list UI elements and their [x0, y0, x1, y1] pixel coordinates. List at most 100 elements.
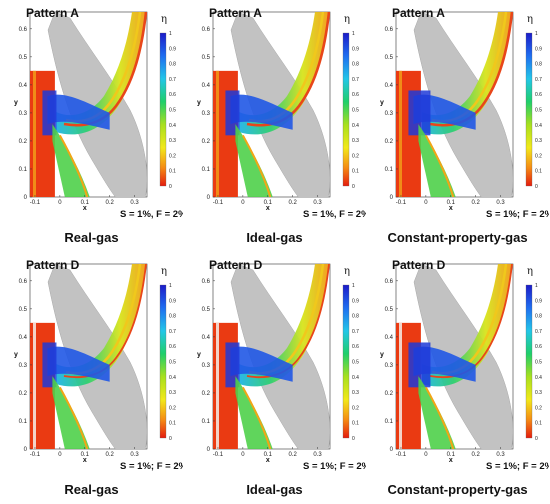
colorbar-tick: 0.8 — [169, 314, 176, 320]
colorbar-tick: 0.2 — [169, 153, 176, 159]
x-tick-label: 0 — [241, 452, 245, 458]
colorbar-tick: 0.7 — [352, 77, 359, 83]
plenum-stripe — [216, 70, 219, 197]
colorbar-label: η — [527, 14, 533, 25]
lower-film-edge — [58, 386, 89, 449]
colorbar-tick: 0.4 — [535, 375, 542, 381]
plenum-stripe — [216, 322, 219, 449]
colorbar-tick: 0.8 — [535, 62, 542, 68]
contour-panel: 0 0.1 0.2 0.3 0.4 0.5 0.6 -0.1 0 0.1 0.2 0.3 x y η 1 0.9… — [366, 252, 549, 504]
panel-caption: Constant-property-gas — [387, 482, 528, 497]
colorbar-tick: 0.4 — [169, 375, 176, 381]
colorbar-tick: 0.5 — [535, 108, 542, 114]
pattern-label: Pattern D — [209, 258, 263, 272]
x-tick-label: 0.3 — [130, 200, 139, 206]
x-tick-label: 0.2 — [288, 200, 297, 206]
parameter-label: S = 1%; F = 2% — [486, 209, 549, 220]
x-axis-label: x — [449, 457, 453, 464]
x-tick-label: 0.3 — [496, 452, 505, 458]
colorbar — [159, 32, 167, 187]
pattern-label: Pattern D — [26, 258, 80, 272]
colorbar-tick: 0.7 — [535, 77, 542, 83]
colorbar — [525, 32, 533, 187]
film-stripe — [246, 12, 330, 127]
parameter-label: S = 1%; F = 2% — [303, 461, 366, 472]
colorbar-tick: 0.6 — [352, 344, 359, 350]
colorbar-tick: 0.2 — [535, 153, 542, 159]
y-tick-label: 0.2 — [385, 391, 394, 397]
colorbar-tick: 0.2 — [535, 405, 542, 411]
contour-panel: 0 0.1 0.2 0.3 0.4 0.5 0.6 -0.1 0 0.1 0.2 0.3 x y η 1 0.9… — [366, 0, 549, 252]
colorbar-tick: 0.2 — [352, 405, 359, 411]
y-tick-label: 0.6 — [202, 279, 211, 285]
colorbar-tick: 0.5 — [352, 360, 359, 366]
colorbar-tick: 0.1 — [352, 421, 359, 427]
pattern-label: Pattern A — [392, 6, 445, 20]
y-tick-label: 0.5 — [19, 307, 28, 313]
pattern-label: Pattern A — [26, 6, 79, 20]
colorbar-tick: 0.8 — [535, 314, 542, 320]
cooling-core — [408, 90, 431, 136]
colorbar-label: η — [161, 14, 167, 25]
lower-film-edge — [58, 134, 89, 197]
parameter-label: S = 1%; F = 2% — [486, 461, 549, 472]
plenum-stripe — [33, 322, 36, 449]
colorbar-tick: 0.5 — [352, 108, 359, 114]
x-tick-label: 0 — [58, 452, 62, 458]
colorbar-tick: 0.4 — [169, 123, 176, 129]
colorbar-tick: 0.6 — [169, 344, 176, 350]
colorbar-label: η — [344, 266, 350, 277]
y-tick-label: 0.3 — [385, 111, 394, 117]
y-tick-label: 0.6 — [19, 27, 28, 33]
panel-caption: Constant-property-gas — [387, 230, 528, 245]
y-tick-label: 0.4 — [202, 335, 211, 341]
colorbar-tick: 0.1 — [352, 169, 359, 175]
x-tick-label: 0.2 — [105, 452, 114, 458]
y-tick-label: 0.1 — [385, 419, 394, 425]
y-tick-label: 0.4 — [202, 83, 211, 89]
colorbar-tick: 1 — [169, 31, 172, 37]
x-tick-label: 0.2 — [105, 200, 114, 206]
panel-caption: Ideal-gas — [246, 482, 303, 497]
y-tick-label: 0.6 — [19, 279, 28, 285]
x-tick-label: -0.1 — [213, 452, 224, 458]
colorbar-tick: 0.5 — [535, 360, 542, 366]
colorbar-tick: 0.9 — [352, 46, 359, 52]
y-tick-label: 0.5 — [19, 55, 28, 61]
colorbar-tick: 0.2 — [169, 405, 176, 411]
colorbar-tick: 0 — [535, 436, 538, 442]
contour-panel: 0 0.1 0.2 0.3 0.4 0.5 0.6 -0.1 0 0.1 0.2 0.3 x y η 1 0.9… — [183, 252, 366, 504]
cooling-jet — [230, 346, 293, 382]
y-tick-label: 0.4 — [19, 83, 28, 89]
colorbar — [159, 284, 167, 439]
y-tick-label: 0.6 — [202, 27, 211, 33]
x-axis-label: x — [83, 205, 87, 212]
colorbar-tick: 0.9 — [352, 298, 359, 304]
x-tick-label: 0 — [241, 200, 245, 206]
x-tick-label: -0.1 — [396, 452, 407, 458]
parameter-label: S = 1%, F = 2% — [120, 209, 183, 220]
x-tick-label: 0.3 — [313, 452, 322, 458]
y-tick-label: 0.1 — [19, 167, 28, 173]
x-tick-label: 0.2 — [471, 452, 480, 458]
plenum-stripe — [399, 322, 402, 449]
panel-caption: Real-gas — [64, 482, 119, 497]
lower-film-edge — [424, 134, 455, 197]
x-tick-label: 0.1 — [264, 200, 273, 206]
y-tick-label: 0 — [207, 447, 211, 453]
x-tick-label: -0.1 — [30, 200, 41, 206]
colorbar-tick: 1 — [352, 283, 355, 289]
colorbar — [342, 284, 350, 439]
y-tick-label: 0.5 — [202, 55, 211, 61]
colorbar-tick: 0.8 — [352, 314, 359, 320]
y-tick-label: 0.2 — [19, 139, 28, 145]
colorbar-tick: 0.2 — [352, 153, 359, 159]
contour-panel: 0 0.1 0.2 0.3 0.4 0.5 0.6 -0.1 0 0.1 0.2 0.3 x y η 1 0.9… — [0, 252, 183, 504]
x-tick-label: 0.2 — [471, 200, 480, 206]
colorbar-tick: 0.1 — [535, 169, 542, 175]
colorbar-tick: 0 — [535, 184, 538, 190]
lower-film-edge — [241, 134, 272, 197]
lower-film-edge — [424, 386, 455, 449]
y-tick-label: 0.5 — [385, 307, 394, 313]
x-axis-label: x — [266, 205, 270, 212]
